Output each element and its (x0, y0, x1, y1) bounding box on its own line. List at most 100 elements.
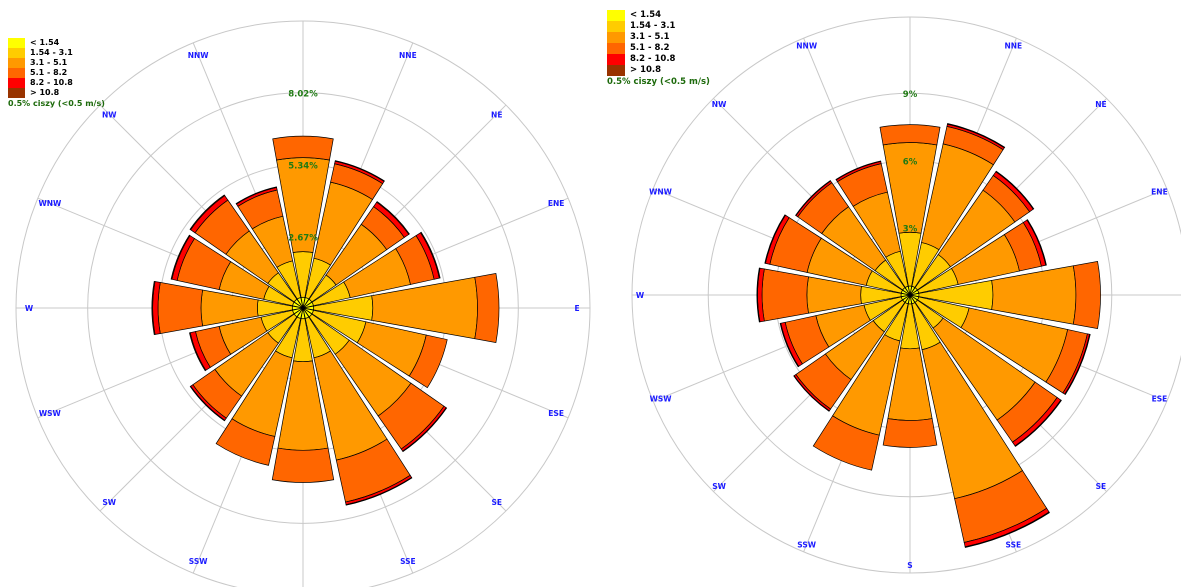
legend-right: < 1.54 1.54 - 3.1 3.1 - 5.1 5.1 - 8.2 8.… (607, 10, 710, 88)
petal-w-bin-5 (756, 267, 761, 323)
petal-nw-bin-5 (189, 194, 226, 231)
ring-labels: 3% 6% 9% (903, 90, 918, 235)
direction-label-se: SE (491, 498, 502, 507)
direction-label-ese: ESE (548, 409, 564, 418)
wind-rose-right-plot: 3% 6% 9% NNE NE ENE ESE SE SSE S SSW SW WSW W WNW NW NNW (631, 16, 1181, 574)
petal-n-bin-3 (272, 135, 334, 161)
petal-sw-bin-5 (189, 385, 226, 422)
legend-swatch (607, 65, 625, 76)
direction-label-ene: ENE (548, 199, 565, 208)
legend-swatch (8, 78, 25, 88)
petal-ne-bin-5 (376, 201, 410, 235)
legend-item: 5.1 - 8.2 (607, 43, 710, 54)
legend-label: 8.2 - 10.8 (30, 78, 73, 87)
direction-label-nw: NW (102, 110, 117, 119)
direction-label-wnw: WNW (38, 199, 62, 208)
petal-sw-bin-5 (793, 375, 830, 412)
petal-se-bin-5 (402, 407, 448, 453)
direction-label-se: SE (1096, 482, 1107, 491)
legend-label: 1.54 - 3.1 (30, 48, 73, 57)
direction-label-sw: SW (102, 498, 116, 507)
petals (151, 135, 500, 506)
direction-label-ne: NE (491, 110, 502, 119)
direction-label-ssw: SSW (189, 557, 208, 566)
legend-item: 8.2 - 10.8 (607, 54, 710, 65)
petal-ese-bin-3 (408, 334, 448, 389)
ring-label: 2.67% (288, 233, 318, 243)
petal-sse-bin-5 (345, 477, 413, 506)
petal-wnw-bin-5 (170, 234, 191, 280)
legend-swatch (607, 54, 625, 65)
direction-label-sse: SSE (400, 557, 416, 566)
ring-label: 6% (903, 157, 918, 167)
petal-nne-bin-5 (334, 160, 385, 182)
legend-item: < 1.54 (607, 10, 710, 21)
calm-text: 0.5% ciszy (<0.5 m/s) (607, 77, 710, 87)
wind-rose-right: 3% 6% 9% NNE NE ENE ESE SE SSE S SSW SW WSW W WNW NW NNW… (605, 0, 1181, 587)
wind-rose-left-plot: 2.67% 5.34% 8.02% NNE NE ENE E ESE SE SSE SSW SW WSW… (15, 20, 591, 587)
petal-nne-bin-5 (946, 123, 1006, 149)
legend-item: 3.1 - 5.1 (607, 32, 710, 43)
direction-label-wsw: WSW (650, 394, 673, 403)
petal-nw-bin-5 (795, 180, 832, 217)
wind-rose-left: 2.67% 5.34% 8.02% NNE NE ENE E ESE SE SSE SSW SW WSW… (8, 20, 591, 587)
petal-n-bin-3 (879, 124, 941, 146)
petal-ssw-bin-3 (812, 415, 880, 471)
calm-text: 0.5% ciszy (<0.5 m/s) (8, 99, 105, 108)
direction-label-nnw: NNW (188, 51, 210, 60)
legend-label: < 1.54 (30, 38, 60, 47)
ring-label: 5.34% (288, 162, 318, 172)
direction-label-ssw: SSW (797, 540, 816, 549)
legend-item: > 10.8 (607, 65, 710, 76)
legend-swatch (8, 68, 25, 78)
legend-item: 5.1 - 8.2 (8, 68, 105, 78)
legend-label: < 1.54 (630, 10, 662, 20)
ring-label: 3% (903, 225, 918, 235)
direction-label-nnw: NNW (796, 42, 818, 51)
ring-label: 9% (903, 90, 918, 100)
legend-label: 5.1 - 8.2 (30, 68, 68, 77)
petal-ese-bin-5 (1064, 333, 1091, 396)
direction-label-wsw: WSW (39, 409, 62, 418)
legend-swatch (8, 88, 25, 98)
legend-label: 5.1 - 8.2 (630, 43, 670, 53)
direction-label-s: S (907, 561, 912, 570)
petal-s-bin-3 (882, 418, 938, 448)
direction-label-sse: SSE (1006, 540, 1022, 549)
direction-label-nw: NW (712, 100, 727, 109)
direction-label-ne: NE (1095, 100, 1106, 109)
direction-label-wnw: WNW (649, 188, 673, 197)
petal-w-bin-3 (761, 268, 809, 322)
direction-label-nne: NNE (399, 51, 417, 60)
direction-label-sw: SW (712, 482, 726, 491)
legend-label: > 10.8 (630, 65, 662, 75)
legend-item: 1.54 - 3.1 (8, 48, 105, 58)
petal-ene-bin-5 (1026, 219, 1047, 266)
ring-label: 8.02% (288, 90, 318, 100)
legend-swatch (8, 58, 25, 68)
petal-ssw-bin-3 (215, 418, 276, 466)
direction-label-nne: NNE (1004, 42, 1022, 51)
legend-item: > 10.8 (8, 88, 105, 98)
legend-item: 1.54 - 3.1 (607, 21, 710, 32)
petal-e-bin-3 (1072, 261, 1101, 329)
legend-label: > 10.8 (30, 88, 60, 97)
direction-label-ene: ENE (1151, 188, 1168, 197)
petal-w-bin-3 (157, 282, 203, 334)
direction-label-w: W (636, 291, 645, 300)
petal-w-bin-5 (151, 280, 156, 336)
petal-nnw-bin-5 (835, 160, 882, 181)
direction-label-ese: ESE (1152, 394, 1168, 403)
legend-swatch (8, 38, 25, 48)
legend-swatch (607, 21, 625, 32)
legend-swatch (607, 43, 625, 54)
legend-left: < 1.54 1.54 - 3.1 3.1 - 5.1 5.1 - 8.2 8.… (8, 38, 105, 109)
petal-s-bin-3 (271, 447, 335, 483)
legend-label: 3.1 - 5.1 (30, 58, 68, 67)
direction-label-w: W (25, 304, 34, 313)
legend-swatch (8, 48, 25, 58)
petal-sse-bin-5 (964, 511, 1050, 548)
direction-label-e: E (574, 304, 579, 313)
legend-item: < 1.54 (8, 38, 105, 48)
legend-label: 1.54 - 3.1 (630, 21, 676, 31)
